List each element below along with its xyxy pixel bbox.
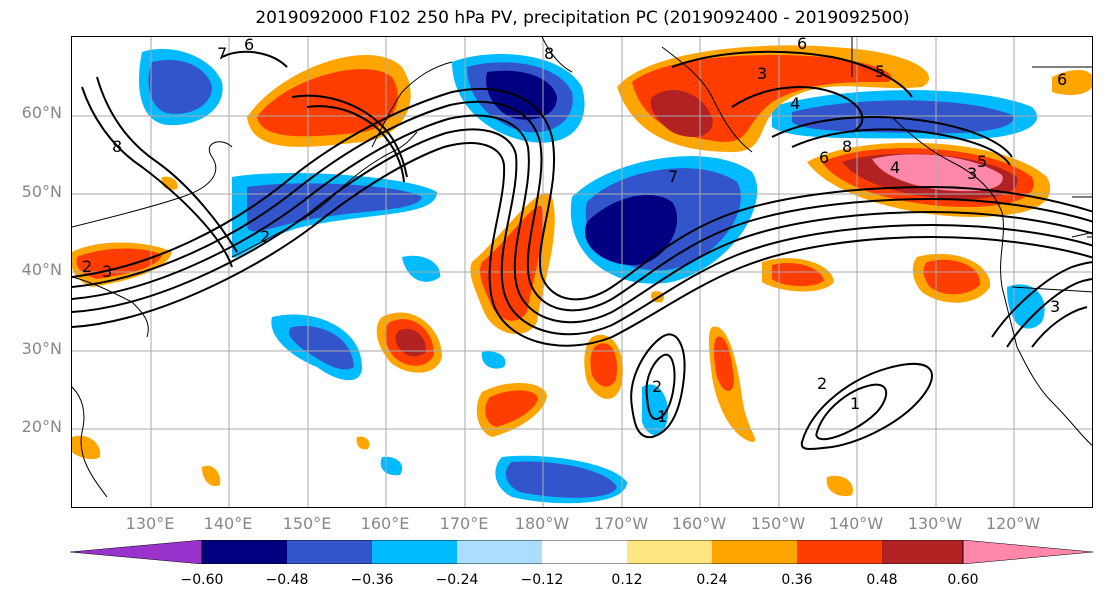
colorbar-segment — [457, 540, 542, 564]
contour-label: 4 — [790, 94, 800, 113]
contour-label: 5 — [875, 62, 885, 81]
colorbar-tick: 0.48 — [866, 572, 898, 588]
lon-label: 170°E — [439, 514, 489, 533]
colorbar-segment — [627, 540, 712, 564]
contour-label: 7 — [668, 167, 678, 186]
map-canvas: 6 7 8 8 6 5 3 4 6 8 4 5 3 3 2 7 2 2 1 2 … — [72, 37, 1092, 507]
contour-label: 2 — [817, 374, 827, 393]
contour-label: 2 — [260, 227, 270, 246]
contour-labels: 6 7 8 8 6 5 3 4 6 8 4 5 3 3 2 7 2 2 1 2 … — [82, 37, 1067, 426]
colorbar-segment — [70, 540, 203, 564]
colorbar-segment — [962, 540, 1094, 564]
lon-label: 130°W — [907, 514, 963, 533]
colorbar-segment — [287, 540, 372, 564]
colorbar-tick: 0.24 — [696, 572, 728, 588]
contour-label: 1 — [657, 407, 667, 426]
contour-label: 3 — [1050, 297, 1060, 316]
lon-label: 130°E — [125, 514, 175, 533]
contour-label: 6 — [797, 37, 807, 53]
colorbar-segment — [797, 540, 882, 564]
colorbar-tick: −0.24 — [435, 572, 479, 588]
lon-label: 160°E — [360, 514, 410, 533]
colorbar-tick: −0.60 — [180, 572, 224, 588]
lat-label: 40°N — [21, 260, 62, 279]
contour-label: 2 — [82, 257, 92, 276]
colorbar — [70, 540, 1094, 564]
colorbar-tick: −0.12 — [520, 572, 564, 588]
contour-label: 8 — [112, 137, 122, 156]
contour-label: 1 — [850, 394, 860, 413]
contour-label: 8 — [842, 137, 852, 156]
lon-label: 170°W — [593, 514, 649, 533]
colorbar-segment — [372, 540, 457, 564]
lon-label: 160°W — [671, 514, 727, 533]
colorbar-tick: −0.36 — [350, 572, 394, 588]
lon-label: 120°W — [985, 514, 1041, 533]
colorbar-segment — [712, 540, 797, 564]
contour-label: 5 — [977, 152, 987, 171]
lon-label: 140°W — [828, 514, 884, 533]
contour-label: 3 — [967, 164, 977, 183]
contour-label: 2 — [652, 377, 662, 396]
contour-label: 6 — [244, 37, 254, 54]
contour-label: 3 — [102, 262, 112, 281]
lon-label: 150°W — [750, 514, 806, 533]
colorbar-tick: −0.48 — [265, 572, 309, 588]
colorbar-segment — [882, 540, 967, 564]
lon-label: 140°E — [203, 514, 253, 533]
map-panel: 6 7 8 8 6 5 3 4 6 8 4 5 3 3 2 7 2 2 1 2 … — [71, 36, 1093, 508]
colorbar-tick: 0.36 — [781, 572, 813, 588]
chart-title: 2019092000 F102 250 hPa PV, precipitatio… — [255, 8, 910, 28]
lon-label: 180°W — [514, 514, 570, 533]
contour-label: 4 — [890, 158, 900, 177]
colorbar-segment — [202, 540, 287, 564]
lat-label: 60°N — [21, 103, 62, 122]
colorbar-tick: 0.60 — [947, 572, 979, 588]
lat-label: 20°N — [21, 417, 62, 436]
contour-label: 6 — [1057, 70, 1067, 89]
lon-label: 150°E — [282, 514, 332, 533]
lat-label: 50°N — [21, 182, 62, 201]
pv-contours — [72, 50, 1092, 450]
colorbar-tick: 0.12 — [611, 572, 643, 588]
contour-label: 7 — [217, 44, 227, 63]
precipitation-shading — [72, 45, 1092, 504]
contour-label: 3 — [757, 64, 767, 83]
lat-label: 30°N — [21, 339, 62, 358]
colorbar-segment — [542, 540, 627, 564]
contour-label: 6 — [819, 148, 829, 167]
contour-label: 8 — [544, 44, 554, 63]
